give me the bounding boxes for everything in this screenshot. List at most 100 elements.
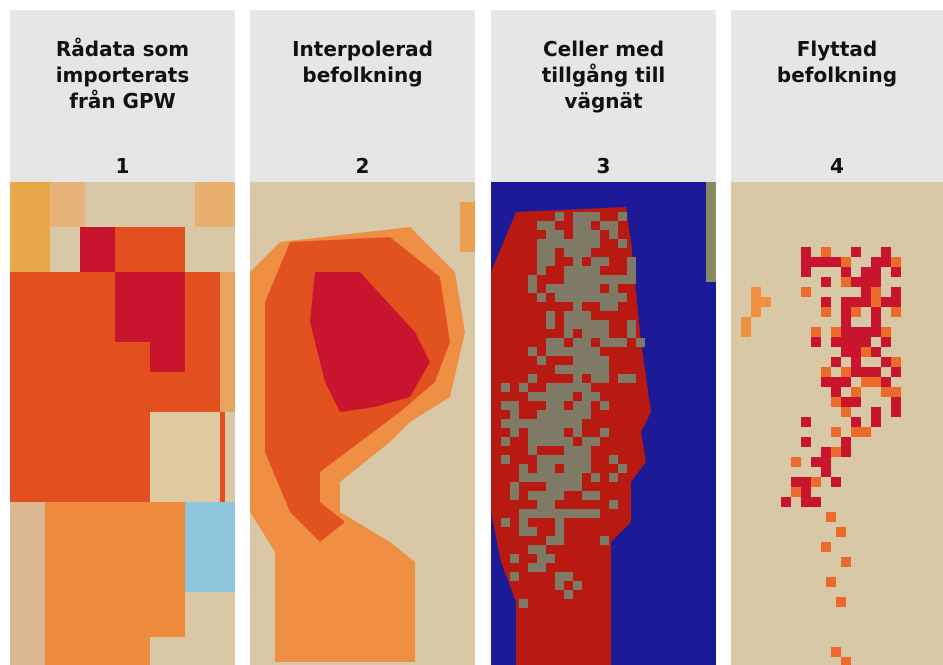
map-cell xyxy=(618,338,627,347)
panel-number: 1 xyxy=(10,154,235,178)
map-cell xyxy=(546,509,555,518)
map-cell xyxy=(564,311,573,320)
map-cell xyxy=(564,464,573,473)
map-cell xyxy=(591,230,600,239)
map-cell xyxy=(528,527,537,536)
map-cell xyxy=(555,437,564,446)
map-cell xyxy=(528,374,537,383)
map-cell xyxy=(627,275,636,284)
map-cell xyxy=(573,293,582,302)
map-cell xyxy=(591,329,600,338)
map-cell xyxy=(861,277,871,287)
map-cell xyxy=(591,320,600,329)
map-cell xyxy=(851,367,861,377)
map-cell xyxy=(573,509,582,518)
map-cell xyxy=(537,221,546,230)
map-cell xyxy=(546,410,555,419)
map-cell xyxy=(555,284,564,293)
panel: Celler med tillgång till vägnät 3 xyxy=(491,10,716,665)
map-cell xyxy=(891,297,901,307)
map-cell xyxy=(546,392,555,401)
map-cell xyxy=(801,247,811,257)
map-cell xyxy=(573,401,582,410)
map-cell xyxy=(564,239,573,248)
map-cell xyxy=(831,327,841,337)
map-cell xyxy=(510,572,519,581)
map-cell xyxy=(600,365,609,374)
panel: Interpolerad befolkning 2 xyxy=(250,10,475,665)
map-cell xyxy=(555,230,564,239)
map-cell xyxy=(510,482,519,491)
map-cell xyxy=(831,337,841,347)
map-cell xyxy=(861,427,871,437)
map-cell xyxy=(591,266,600,275)
map-cell xyxy=(851,397,861,407)
map-cell xyxy=(791,457,801,467)
map-cell xyxy=(831,397,841,407)
map-cell xyxy=(627,374,636,383)
map-cell xyxy=(801,257,811,267)
map-cell xyxy=(591,284,600,293)
map-cell xyxy=(582,347,591,356)
panel-title: Rådata som importerats från GPW xyxy=(38,36,208,114)
map-cell xyxy=(811,497,821,507)
map-cell xyxy=(564,284,573,293)
panel-number: 2 xyxy=(250,154,475,178)
map-cell xyxy=(555,455,564,464)
map-cell xyxy=(537,248,546,257)
map-cell xyxy=(591,473,600,482)
map-cell xyxy=(821,277,831,287)
map-cell xyxy=(600,374,609,383)
map-cell xyxy=(537,500,546,509)
map-cell xyxy=(528,347,537,356)
map-cell xyxy=(861,347,871,357)
map-cell xyxy=(841,657,851,665)
map-cell xyxy=(519,419,528,428)
map-cell xyxy=(564,590,573,599)
map-cell xyxy=(618,275,627,284)
map-cell xyxy=(573,248,582,257)
map-cell xyxy=(510,428,519,437)
map-cell xyxy=(591,392,600,401)
map-cell xyxy=(546,239,555,248)
map-cell xyxy=(741,317,751,327)
map-cell xyxy=(564,275,573,284)
map-cell xyxy=(555,293,564,302)
map-cell xyxy=(564,365,573,374)
map-cell xyxy=(519,509,528,518)
map-cell xyxy=(528,446,537,455)
map-cell xyxy=(821,542,831,552)
map-cell xyxy=(609,275,618,284)
map-cell xyxy=(600,221,609,230)
map-cell xyxy=(546,437,555,446)
map-cell xyxy=(836,597,846,607)
map-cell xyxy=(751,287,761,297)
map-cell xyxy=(618,374,627,383)
map-cell xyxy=(618,464,627,473)
map-cell xyxy=(555,572,564,581)
map-cell xyxy=(537,239,546,248)
map-cell xyxy=(564,347,573,356)
map-cell xyxy=(573,284,582,293)
map-cell xyxy=(510,419,519,428)
map-cell xyxy=(573,383,582,392)
map-cell xyxy=(861,377,871,387)
map-cell xyxy=(891,397,901,407)
map-cell xyxy=(546,554,555,563)
map-cell xyxy=(591,239,600,248)
map-cell xyxy=(582,356,591,365)
map-cell xyxy=(582,275,591,284)
map-cell xyxy=(564,266,573,275)
map-cell xyxy=(591,491,600,500)
map-cell xyxy=(573,446,582,455)
panel-header: Celler med tillgång till vägnät 3 xyxy=(491,10,716,182)
map-cell xyxy=(591,212,600,221)
map-cell xyxy=(871,257,881,267)
map-cell xyxy=(564,248,573,257)
map-cell xyxy=(841,337,851,347)
map-cell xyxy=(600,275,609,284)
map-cell xyxy=(636,338,645,347)
map-cell xyxy=(564,293,573,302)
map-cell xyxy=(861,297,871,307)
map-cell xyxy=(573,428,582,437)
